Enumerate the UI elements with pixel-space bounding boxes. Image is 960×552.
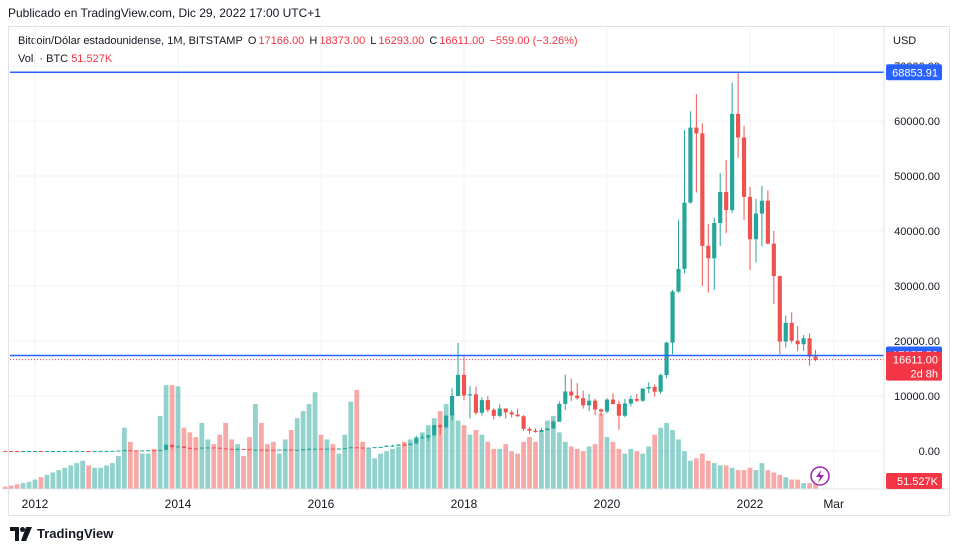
candle-body (3, 450, 8, 452)
high-value: 18373.00 (319, 35, 366, 47)
currency-label: USD (893, 35, 917, 47)
volume-value: 51.527K (71, 53, 113, 65)
tradingview-logo-icon (10, 526, 32, 541)
chart-frame (8, 26, 950, 516)
volume-bar (2, 486, 8, 489)
close-value: 16611.00 (439, 35, 485, 47)
volume-legend: Vol. · BTC 51.527K (18, 53, 112, 65)
low-value: 16293.00 (378, 35, 425, 47)
brand-name: TradingView (37, 526, 114, 541)
high-label: H (309, 35, 318, 47)
open-label: O (247, 35, 257, 47)
published-note: Publicado en TradingView.com, Dic 29, 20… (8, 6, 321, 20)
symbol-title: Bitcoin/Dólar estadounidense, 1M, BITSTA… (18, 35, 243, 47)
tradingview-brand[interactable]: TradingView (10, 526, 113, 541)
chart-legend: Bitcoin/Dólar estadounidense, 1M, BITSTA… (18, 35, 580, 47)
open-value: 17166.00 (258, 35, 305, 47)
low-label: L (370, 35, 377, 47)
volume-label: Vol. · BTC (18, 53, 69, 65)
close-label: C (429, 35, 438, 47)
change-value: −559.00 (−3.26%) (489, 35, 578, 47)
